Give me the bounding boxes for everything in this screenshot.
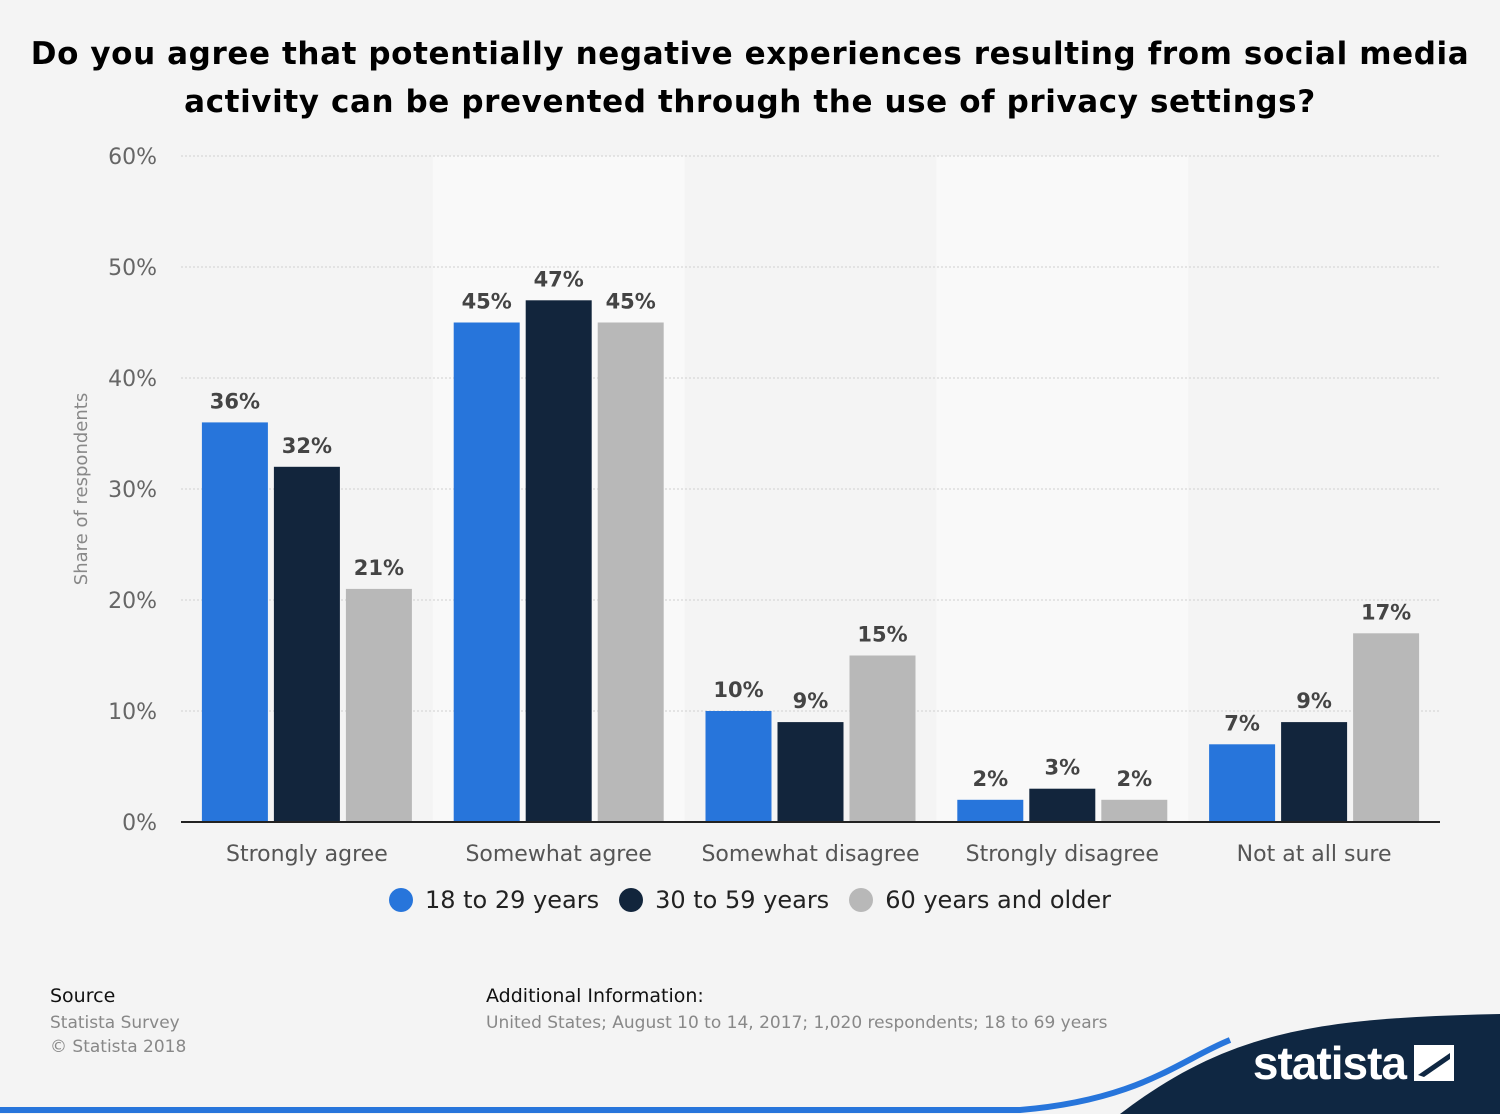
source-name: Statista Survey xyxy=(50,1013,180,1033)
data-label: 9% xyxy=(793,689,829,713)
data-label: 45% xyxy=(606,290,656,314)
data-label: 32% xyxy=(282,434,332,458)
additional-info-text: United States; August 10 to 14, 2017; 1,… xyxy=(486,1013,1108,1033)
data-label: 7% xyxy=(1224,711,1260,735)
y-tick-label: 40% xyxy=(108,367,157,392)
bar xyxy=(273,466,340,822)
bar xyxy=(525,300,592,822)
bar xyxy=(1209,744,1276,822)
data-label: 36% xyxy=(210,389,260,413)
bar xyxy=(345,588,412,822)
x-tick-label: Strongly disagree xyxy=(966,842,1159,867)
legend-item-30-59[interactable]: 30 to 59 years xyxy=(619,886,829,914)
bar xyxy=(1353,633,1420,822)
data-label: 21% xyxy=(354,556,404,580)
data-label: 15% xyxy=(857,623,907,647)
legend: 18 to 29 years 30 to 59 years 60 years a… xyxy=(0,886,1500,914)
data-label: 3% xyxy=(1044,756,1080,780)
bar xyxy=(705,711,772,822)
bar xyxy=(957,799,1024,822)
y-tick-label: 50% xyxy=(108,256,157,281)
bar xyxy=(849,655,916,822)
brand-name: statista xyxy=(1252,1037,1407,1089)
legend-label-18-29: 18 to 29 years xyxy=(424,886,600,914)
x-tick-label: Not at all sure xyxy=(1237,842,1392,867)
y-tick-label: 20% xyxy=(108,589,157,614)
data-label: 10% xyxy=(713,678,763,702)
additional-info-block: Additional Information: United States; A… xyxy=(486,985,1126,1035)
bar xyxy=(453,322,520,822)
statista-logo[interactable]: statista xyxy=(1253,1036,1454,1090)
y-tick-label: 0% xyxy=(122,811,157,836)
data-label: 9% xyxy=(1296,689,1332,713)
statista-flag-icon xyxy=(1414,1045,1454,1081)
x-tick-label: Somewhat agree xyxy=(465,842,652,867)
legend-dot-18-29 xyxy=(388,888,413,912)
bar xyxy=(1101,799,1168,822)
x-tick-label: Somewhat disagree xyxy=(701,842,919,867)
data-label: 17% xyxy=(1361,600,1411,624)
bar xyxy=(777,722,844,822)
data-label: 47% xyxy=(534,267,584,291)
x-tick-label: Strongly agree xyxy=(226,842,388,867)
additional-info-heading: Additional Information: xyxy=(486,985,704,1007)
source-block: Source Statista Survey © Statista 2018 xyxy=(50,985,186,1059)
y-tick-label: 30% xyxy=(108,478,157,503)
y-axis-label: Share of respondents xyxy=(71,393,92,585)
copyright-text: © Statista 2018 xyxy=(50,1037,187,1057)
legend-dot-60-plus xyxy=(849,888,874,912)
y-tick-label: 60% xyxy=(108,145,157,170)
chart-title: Do you agree that potentially negative e… xyxy=(30,36,1470,120)
data-label: 2% xyxy=(972,767,1008,791)
legend-label-30-59: 30 to 59 years xyxy=(655,886,830,914)
bar xyxy=(1029,788,1096,822)
bar xyxy=(597,322,664,822)
bar xyxy=(201,422,268,822)
data-label: 2% xyxy=(1116,767,1152,791)
legend-item-18-29[interactable]: 18 to 29 years xyxy=(388,886,600,914)
legend-item-60-plus[interactable]: 60 years and older xyxy=(849,886,1111,914)
data-label: 45% xyxy=(462,290,512,314)
legend-dot-30-59 xyxy=(619,888,644,912)
y-tick-label: 10% xyxy=(108,700,157,725)
source-heading: Source xyxy=(50,985,116,1007)
bar xyxy=(1281,722,1348,822)
legend-label-60-plus: 60 years and older xyxy=(885,886,1112,914)
